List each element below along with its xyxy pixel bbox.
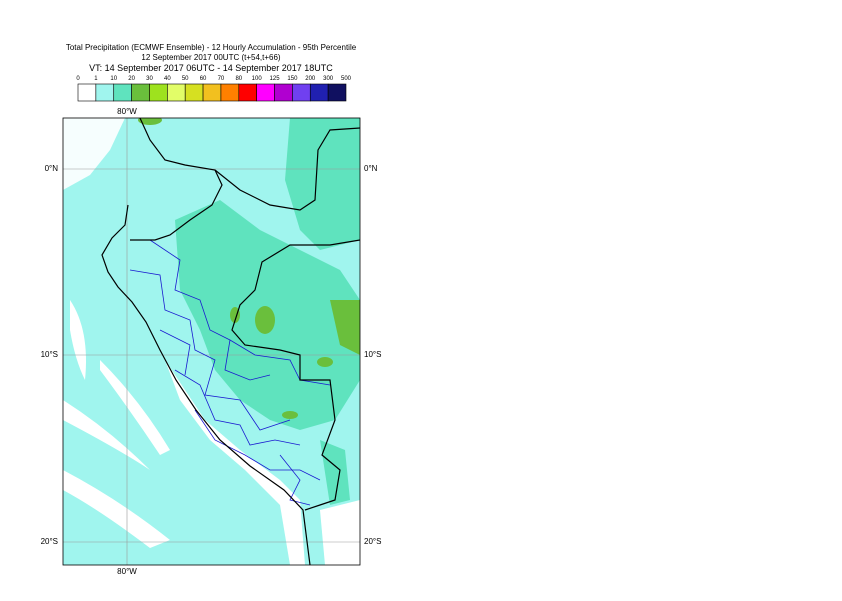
- legend-swatch: [95, 83, 115, 102]
- title: Total Precipitation (ECMWF Ensemble) - 1…: [66, 43, 357, 52]
- legend-swatch: [113, 83, 132, 102]
- legend-label: 100: [252, 76, 263, 82]
- coastline-and-borders: [101, 118, 360, 565]
- legend-label: 150: [287, 76, 298, 82]
- legend-swatch: [220, 83, 240, 102]
- base-time: 12 September 2017 00UTC (t+54,t+66): [141, 53, 281, 62]
- regional-borders: [129, 239, 331, 506]
- legend-swatch: [202, 83, 222, 102]
- legend-label: 0: [76, 76, 80, 82]
- legend-label: 60: [200, 76, 207, 82]
- legend-label: 80: [235, 76, 242, 82]
- legend-label: 200: [305, 76, 316, 82]
- legend-label: 70: [218, 76, 225, 82]
- legend-label: 50: [182, 76, 189, 82]
- lon-label: 80°W: [117, 107, 137, 116]
- lat-label: 20°S: [364, 537, 381, 546]
- lat-label: 10°S: [364, 350, 381, 359]
- lat-label: 0°N: [45, 164, 59, 173]
- legend-label: 300: [323, 76, 334, 82]
- legend-swatch: [184, 83, 204, 102]
- legend-swatch: [292, 83, 311, 102]
- map-frame: [62, 117, 361, 566]
- legend: 0 1 10 20 30 40 50 60 70 80 100 125 150 200 300 500: [76, 76, 352, 102]
- legend-label: 1: [94, 76, 98, 82]
- lat-label: 20°S: [41, 537, 58, 546]
- legend-swatch: [309, 83, 329, 102]
- legend-label: 40: [164, 76, 171, 82]
- legend-swatch: [274, 83, 293, 102]
- legend-swatch: [256, 83, 275, 102]
- legend-label: 20: [128, 76, 135, 82]
- dry-areas: [63, 118, 360, 565]
- lat-label: 0°N: [364, 164, 378, 173]
- legend-swatch: [327, 83, 347, 102]
- valid-time: VT: 14 September 2017 06UTC - 14 Septemb…: [89, 63, 333, 73]
- legend-swatch: [238, 83, 257, 102]
- legend-swatch: [149, 83, 168, 102]
- legend-label: 30: [146, 76, 153, 82]
- legend-label: 125: [270, 76, 281, 82]
- lat-label: 10°S: [41, 350, 58, 359]
- legend-swatch: [77, 83, 97, 102]
- map-field: [63, 118, 360, 565]
- lon-label: 80°W: [117, 567, 137, 576]
- legend-label: 10: [110, 76, 117, 82]
- legend-swatch: [131, 83, 150, 102]
- legend-label: 500: [341, 76, 352, 82]
- legend-swatch: [167, 83, 186, 102]
- heavy-areas: [138, 118, 360, 419]
